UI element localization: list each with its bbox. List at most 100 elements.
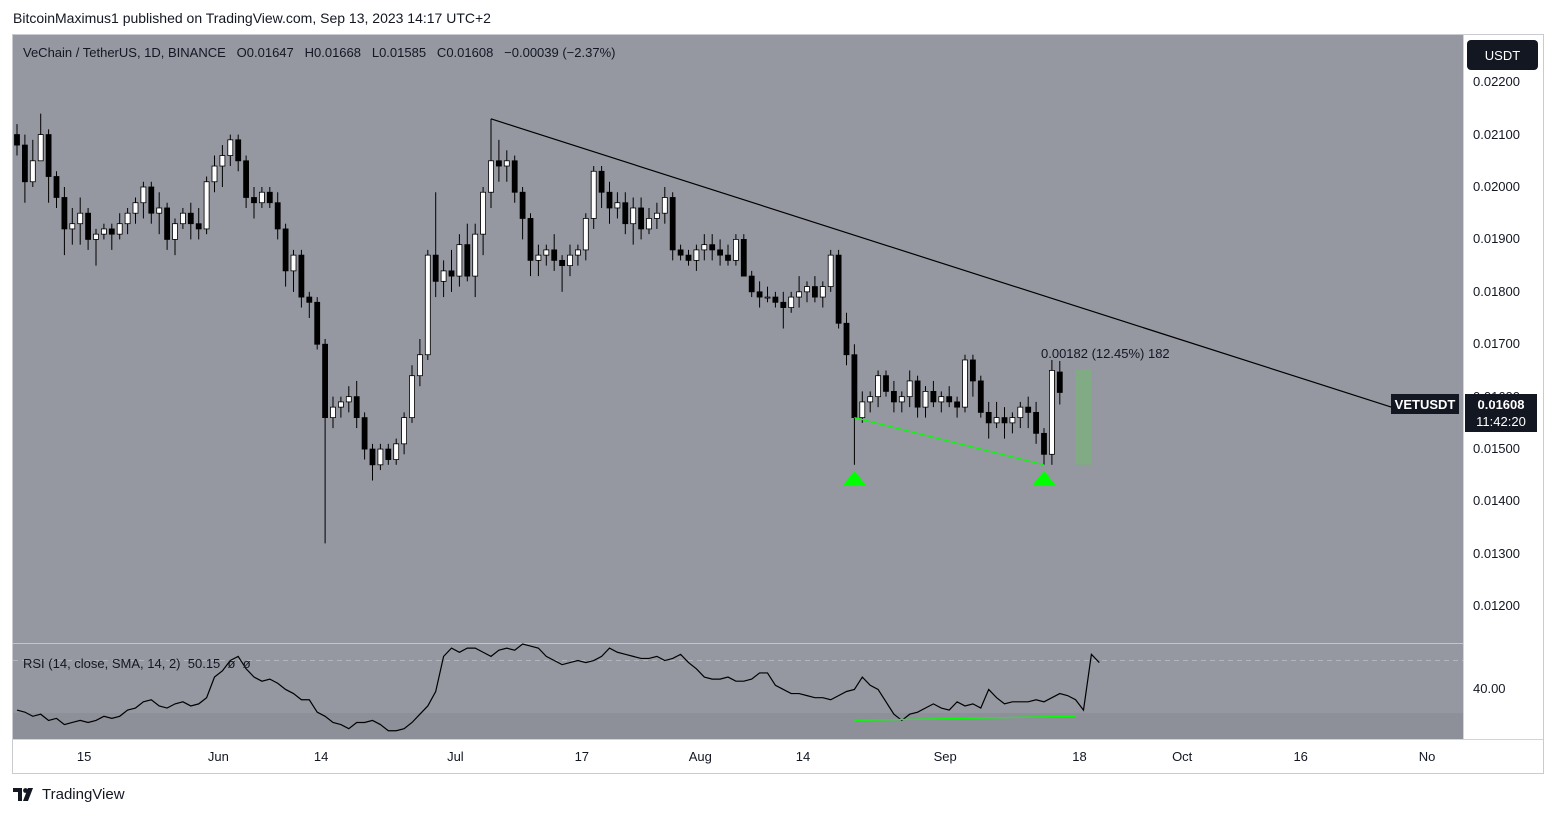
candle-down [756, 291, 763, 298]
candle-up [472, 233, 479, 277]
candle-down [282, 228, 289, 272]
candle-up [503, 160, 510, 167]
candle-up [764, 296, 771, 299]
price-axis-label: 0.01700 [1473, 336, 1520, 352]
high-label: H [304, 45, 314, 60]
price-axis-label: 0.01300 [1473, 545, 1520, 561]
candle-down [812, 286, 818, 298]
candle-down [353, 396, 360, 419]
candle-down [1001, 417, 1008, 424]
candle-down [677, 249, 684, 256]
candle-up [488, 160, 494, 193]
price-axis-label: 0.01600 [1473, 388, 1520, 404]
price-pane[interactable] [13, 35, 1463, 643]
time-axis-label: 14 [313, 749, 329, 764]
candle-down [251, 197, 257, 204]
candle-down [717, 249, 723, 256]
price-axis[interactable] [1463, 35, 1543, 739]
candle-up [219, 155, 226, 167]
currency-unit-button[interactable]: USDT [1467, 40, 1538, 70]
candle-down [464, 244, 471, 277]
rsi-na-2: ø [242, 656, 251, 671]
candle-down [709, 244, 716, 251]
last-price-tag: 0.01608 11:42:20 [1465, 394, 1537, 432]
candle-up [409, 375, 415, 419]
candle-up [227, 139, 234, 156]
candle-up [203, 181, 210, 230]
candle-up [898, 396, 905, 403]
candle-up [330, 406, 336, 419]
candle-up [132, 202, 139, 214]
tradingview-wordmark: TradingView [42, 786, 125, 803]
candle-up [567, 254, 573, 267]
candle-up [1009, 417, 1016, 424]
candle-down [61, 197, 68, 230]
time-axis-label: Jun [207, 749, 229, 764]
price-axis-label: 0.01200 [1473, 598, 1520, 614]
candle-up [796, 291, 802, 298]
candle-up [654, 212, 660, 219]
tradingview-logo[interactable]: TradingView [13, 786, 125, 803]
candle-down [385, 448, 392, 460]
candle-up [93, 233, 99, 240]
candle-down [85, 212, 91, 240]
price-axis-label: 0.02200 [1473, 74, 1520, 90]
time-axis-label: Jul [447, 749, 464, 764]
candle-down [164, 207, 171, 240]
time-axis-label: Sep [933, 749, 957, 764]
rsi-legend[interactable]: RSI (14, close, SMA, 14, 2) 50.15 ø ø [23, 656, 251, 671]
candle-up [543, 249, 550, 256]
candle-up [693, 249, 700, 261]
price-axis-label: 0.01800 [1473, 283, 1520, 299]
candle-up [337, 401, 344, 408]
support-line [854, 417, 1045, 466]
candle-down [195, 223, 202, 230]
candle-down [780, 301, 787, 308]
candle-down [314, 301, 321, 345]
candle-down [835, 254, 842, 324]
price-axis-label: 0.01400 [1473, 493, 1520, 509]
candle-down [298, 254, 305, 298]
candle-up [1017, 406, 1024, 419]
candle-up [401, 417, 408, 445]
candle-down [266, 191, 273, 204]
candle-up [993, 417, 1000, 424]
projection-box [1075, 369, 1092, 465]
candle-down [361, 417, 368, 450]
candle-up [440, 270, 447, 282]
candle-up [661, 197, 668, 214]
pane-separator[interactable] [13, 643, 1463, 644]
candle-down [725, 254, 731, 261]
symbol-price-tag: VETUSDT [1391, 394, 1459, 414]
rsi-oversold-band [13, 713, 1463, 739]
candle-up [116, 223, 123, 235]
time-axis-label: 16 [1293, 749, 1308, 764]
candle-down [369, 448, 376, 466]
candle-down [108, 228, 115, 235]
candle-down [843, 322, 850, 356]
open-value: 0.01647 [246, 45, 294, 60]
bullish-marker [842, 470, 867, 486]
candle-down [274, 202, 281, 230]
candle-up [77, 212, 84, 225]
candle-up [630, 207, 637, 225]
time-axis-label: Aug [688, 749, 712, 764]
symbol-name[interactable]: VeChain / TetherUS, 1D, BINANCE [23, 45, 226, 60]
time-axis-label: 14 [795, 749, 811, 764]
candle-up [788, 296, 795, 308]
candle-down [883, 375, 889, 392]
candle-down [21, 144, 28, 183]
candle-up [582, 218, 589, 251]
descending-resistance-line [490, 118, 1392, 408]
time-axis-label: 15 [76, 749, 92, 764]
tradingview-logo-icon [13, 787, 33, 801]
price-axis-label: 0.01500 [1473, 441, 1520, 457]
candle-down [519, 191, 526, 219]
candle-down [954, 401, 960, 408]
rsi-pane[interactable] [13, 644, 1463, 739]
time-axis-label: Oct [1172, 749, 1193, 764]
time-axis[interactable] [13, 739, 1543, 773]
close-value: 0.01608 [446, 45, 494, 60]
candle-down [306, 296, 313, 303]
candle-down [527, 218, 534, 261]
